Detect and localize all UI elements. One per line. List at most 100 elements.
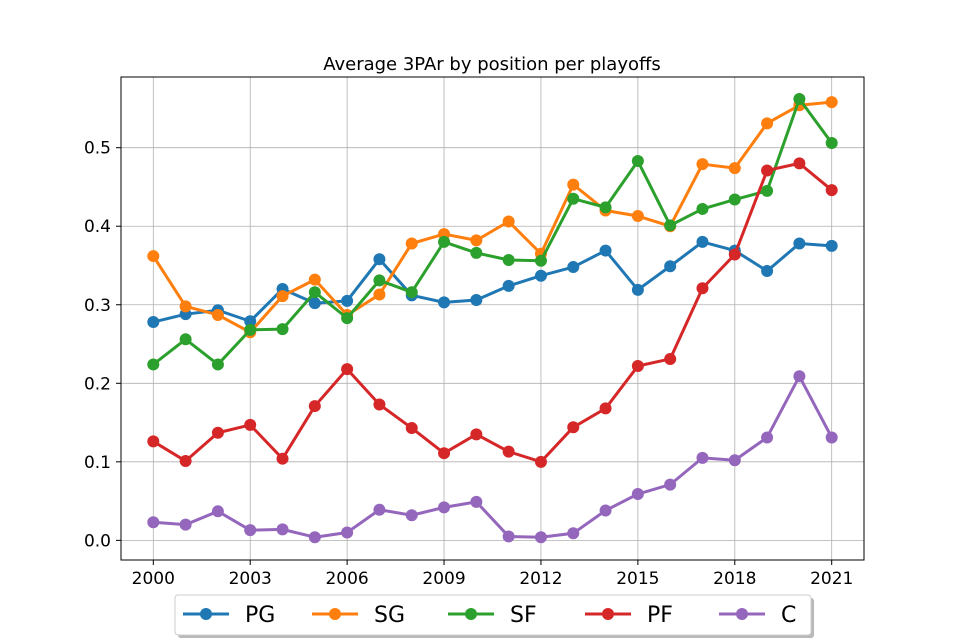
data-point-pf (179, 455, 192, 468)
x-tick-label: 2003 (229, 569, 272, 589)
data-point-c (534, 531, 547, 544)
y-tick-label: 0.1 (84, 453, 111, 473)
data-point-pg (308, 297, 321, 310)
data-point-pg (631, 283, 644, 296)
data-point-c (373, 503, 386, 516)
x-tick-label: 2021 (810, 569, 853, 589)
data-point-pg (567, 261, 580, 274)
data-point-sf (470, 246, 483, 259)
data-point-sf (761, 184, 774, 197)
plot-frame (120, 76, 865, 561)
data-point-pg (147, 316, 160, 329)
data-point-sf (793, 92, 806, 105)
data-point-c (825, 431, 838, 444)
data-point-c (761, 431, 774, 444)
legend-label-pg: PG (245, 603, 275, 628)
data-point-pg (793, 237, 806, 250)
legend-label-sg: SG (374, 603, 405, 628)
y-tick-label: 0.5 (84, 139, 111, 159)
series-line-sg (152, 100, 832, 334)
data-point-pf (502, 445, 515, 458)
data-point-sf (373, 274, 386, 287)
series-line-pg (152, 240, 832, 324)
data-point-pg (341, 294, 354, 307)
x-tick-label: 2018 (713, 569, 756, 589)
data-point-pf (761, 164, 774, 177)
data-point-pf (534, 455, 547, 468)
x-tick-label: 2012 (519, 569, 562, 589)
data-point-pg (761, 264, 774, 277)
data-point-sg (179, 300, 192, 313)
data-point-c (793, 370, 806, 383)
y-tick-label: 0.0 (84, 531, 111, 551)
x-tick-label: 2009 (422, 569, 465, 589)
chart-title: Average 3PAr by position per playoffs (323, 54, 661, 75)
data-point-c (470, 495, 483, 508)
data-point-c (502, 530, 515, 543)
data-point-sg (696, 158, 709, 171)
data-point-pf (664, 352, 677, 365)
legend-marker-sg (329, 608, 341, 620)
data-point-sf (631, 155, 644, 168)
data-point-c (244, 524, 257, 537)
x-tick-label: 2015 (616, 569, 659, 589)
data-point-pf (438, 447, 451, 460)
series-sf (147, 92, 838, 371)
data-point-c (664, 478, 677, 491)
legend-marker-pg (200, 608, 212, 620)
series-line-pf (152, 161, 833, 464)
data-point-sf (147, 358, 160, 371)
legend-marker-c (736, 608, 748, 620)
data-point-c (405, 509, 418, 522)
data-point-sf (825, 136, 838, 149)
data-point-sg (567, 178, 580, 191)
data-point-c (567, 527, 580, 540)
data-point-sf (211, 358, 224, 371)
data-point-c (179, 518, 192, 531)
data-point-sf (341, 312, 354, 325)
legend-label-c: C (781, 603, 796, 628)
legend-label-sf: SF (510, 603, 537, 628)
data-point-sg (470, 234, 483, 247)
data-point-c (438, 501, 451, 514)
data-point-c (728, 454, 741, 467)
data-point-pf (373, 398, 386, 411)
data-point-pf (599, 402, 612, 415)
series-line-sf (152, 97, 833, 366)
data-point-c (147, 516, 160, 529)
data-point-sg (631, 210, 644, 223)
data-point-pg (696, 235, 709, 248)
data-point-pg (373, 253, 386, 266)
data-point-c (696, 451, 709, 464)
data-point-sg (147, 250, 160, 263)
data-point-pf (793, 157, 806, 170)
data-point-pf (308, 400, 321, 413)
data-point-sg (825, 96, 838, 109)
data-point-sf (567, 192, 580, 205)
data-point-pg (599, 244, 612, 257)
data-point-sf (308, 286, 321, 299)
data-point-pg (470, 294, 483, 307)
data-point-sf (599, 201, 612, 214)
data-point-sf (696, 202, 709, 215)
data-point-sg (761, 117, 774, 130)
data-point-pg (244, 315, 257, 328)
data-point-sf (438, 235, 451, 248)
data-point-pf (147, 435, 160, 448)
legend-label-pf: PF (647, 603, 673, 628)
series-line-c (153, 374, 834, 539)
data-point-c (341, 526, 354, 539)
data-point-sf (244, 323, 257, 336)
data-point-sf (405, 286, 418, 299)
data-point-pg (438, 296, 451, 309)
series-c (147, 370, 838, 544)
data-point-sf (179, 333, 192, 346)
legend: PG SG SF PF C (174, 594, 814, 638)
data-point-pf (244, 418, 257, 431)
data-point-sg (276, 290, 289, 303)
data-point-pf (405, 422, 418, 435)
grid (121, 77, 864, 560)
series-sg (147, 96, 838, 339)
data-point-pf (276, 452, 289, 465)
